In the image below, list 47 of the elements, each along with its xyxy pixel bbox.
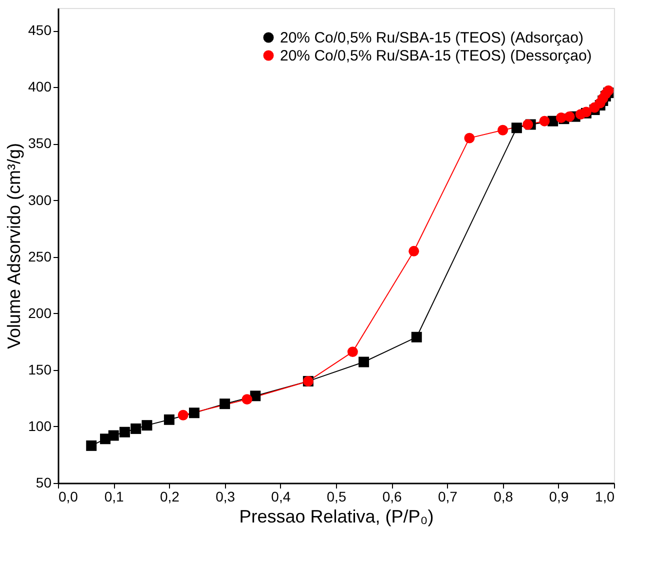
point [220,398,230,410]
x-tick-label: 0,3 [216,488,236,504]
y-tick-label: 100 [28,418,52,434]
legend-label: 20% Co/0,5% Ru/SBA-15 (TEOS) (Dessorçao) [280,48,592,64]
point [556,112,566,123]
y-tick-label: 50 [36,474,52,490]
y-axis-title: Volume Adsorvido (cm³/g) [4,142,24,350]
x-tick-label: 0,0 [58,488,78,504]
point [511,122,522,134]
x-tick-label: 0,4 [271,488,291,504]
x-tick-label: 0,1 [104,488,124,504]
point [411,332,422,342]
point [188,408,200,418]
y-tick-label: 350 [28,135,52,152]
point [164,414,174,425]
point [86,440,97,451]
point [250,390,261,402]
y-tick-label: 250 [28,248,52,264]
y-tick-label: 300 [28,192,52,208]
x-axis-title: Pressao Relativa, (P/P₀) [239,506,434,526]
x-tick-label: 1,0 [595,488,615,504]
x-tick-label: 0,9 [549,488,569,504]
point [522,119,534,130]
point [130,423,142,434]
x-tick-label: 0,7 [438,488,458,504]
point [358,356,370,368]
y-tick-label: 200 [28,304,52,321]
point [464,132,475,144]
x-tick-label: 0,2 [160,488,180,504]
point [575,109,586,120]
y-tick-label: 450 [28,22,52,38]
point [589,102,600,113]
point [178,410,188,420]
point [108,430,119,441]
x-tick-label: 0,8 [494,488,514,504]
point [242,394,252,405]
x-tick-label: 0,6 [382,488,402,504]
y-tick-label: 150 [28,361,52,378]
point [119,426,130,438]
point [408,246,420,256]
point [142,420,152,431]
point [347,346,358,358]
point [539,116,550,126]
x-tick-label: 0,5 [326,488,346,504]
point [498,124,508,136]
y-tick-label: 400 [28,78,52,95]
legend-label: 20% Co/0,5% Ru/SBA-15 (TEOS) (Adsorçao) [280,30,584,46]
